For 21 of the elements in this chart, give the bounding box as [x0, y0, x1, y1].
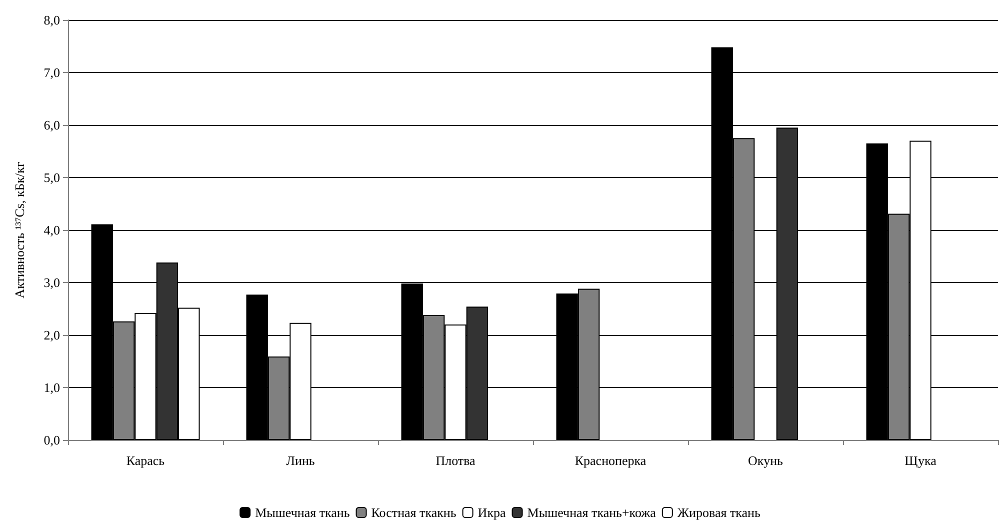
y-tick-label: 3,0: [44, 275, 60, 290]
y-tick-label: 0,0: [44, 432, 60, 448]
y-tick-label: 7,0: [44, 65, 60, 80]
y-tick-label: 1,0: [44, 380, 60, 395]
x-tick-label: Щука: [904, 453, 937, 468]
y-tick-label: 8,0: [44, 12, 60, 28]
x-tick-label: Красноперка: [574, 453, 646, 468]
x-tick-label: Плотва: [436, 453, 476, 468]
legend-label: Жировая ткань: [677, 505, 760, 520]
y-tick-label: 2,0: [44, 328, 60, 342]
legend-label: Мышечная ткань: [255, 505, 350, 520]
legend-label: Костная ткакнь: [371, 505, 456, 520]
y-axis-title: Активность ¹³⁷Cs, кБк/кг: [12, 162, 27, 298]
x-tick-label: Окунь: [748, 453, 784, 468]
y-tick-label: 4,0: [44, 222, 60, 238]
legend-label: Мышечная ткань+кожа: [527, 505, 656, 520]
y-tick-label: 5,0: [44, 170, 60, 185]
x-tick-label: Карась: [126, 453, 165, 468]
legend-label: Икра: [478, 505, 506, 520]
x-tick-label: Линь: [286, 453, 315, 468]
y-tick-label: 6,0: [44, 118, 60, 132]
